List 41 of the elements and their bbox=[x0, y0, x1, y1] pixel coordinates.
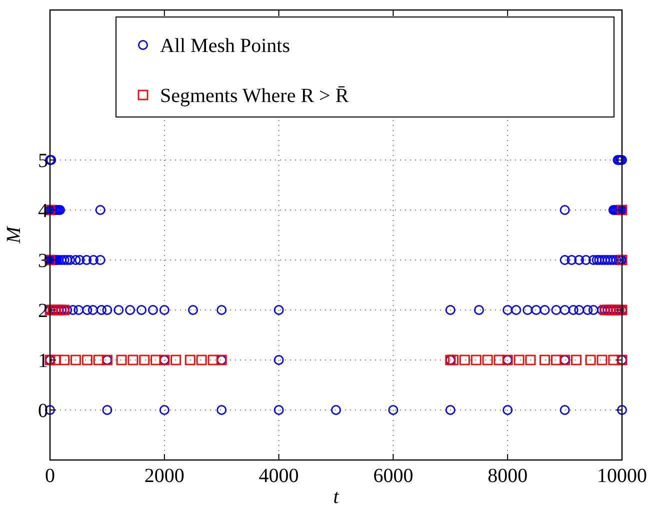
point bbox=[170, 354, 182, 366]
point bbox=[82, 354, 92, 366]
x-tick-label: 10000 bbox=[597, 465, 647, 487]
point bbox=[196, 354, 207, 366]
point bbox=[540, 354, 550, 366]
point bbox=[50, 354, 61, 366]
point bbox=[93, 354, 104, 366]
y-axis-title: M bbox=[3, 225, 25, 244]
y-tick-label: 4 bbox=[38, 200, 48, 222]
point bbox=[59, 354, 70, 366]
x-tick-label: 8000 bbox=[488, 465, 528, 487]
point bbox=[608, 354, 619, 366]
y-tick-label: 5 bbox=[38, 150, 48, 172]
point bbox=[70, 354, 81, 366]
x-tick-label: 2000 bbox=[144, 465, 184, 487]
point bbox=[585, 354, 596, 366]
y-tick-label: 1 bbox=[38, 350, 48, 372]
point bbox=[482, 354, 493, 366]
point bbox=[470, 354, 482, 366]
point bbox=[571, 354, 582, 366]
point bbox=[116, 354, 127, 366]
x-tick-label: 6000 bbox=[373, 465, 414, 487]
y-tick-label: 2 bbox=[38, 300, 48, 322]
y-tick-label: 3 bbox=[38, 250, 48, 272]
point bbox=[184, 354, 196, 366]
point bbox=[150, 354, 162, 366]
legend-item: Segments Where R > R̄ bbox=[138, 85, 349, 107]
point bbox=[208, 354, 218, 366]
point bbox=[514, 354, 524, 366]
y-tick-label: 0 bbox=[38, 400, 48, 422]
point bbox=[128, 354, 138, 366]
point bbox=[525, 354, 536, 366]
x-axis-title: t bbox=[333, 486, 340, 508]
point bbox=[596, 354, 608, 366]
legend-item: All Mesh Points bbox=[138, 35, 290, 57]
point bbox=[448, 354, 458, 366]
point bbox=[494, 354, 504, 366]
x-tick-label: 4000 bbox=[258, 465, 299, 487]
point bbox=[460, 354, 470, 366]
point bbox=[139, 354, 150, 366]
point bbox=[551, 354, 562, 366]
